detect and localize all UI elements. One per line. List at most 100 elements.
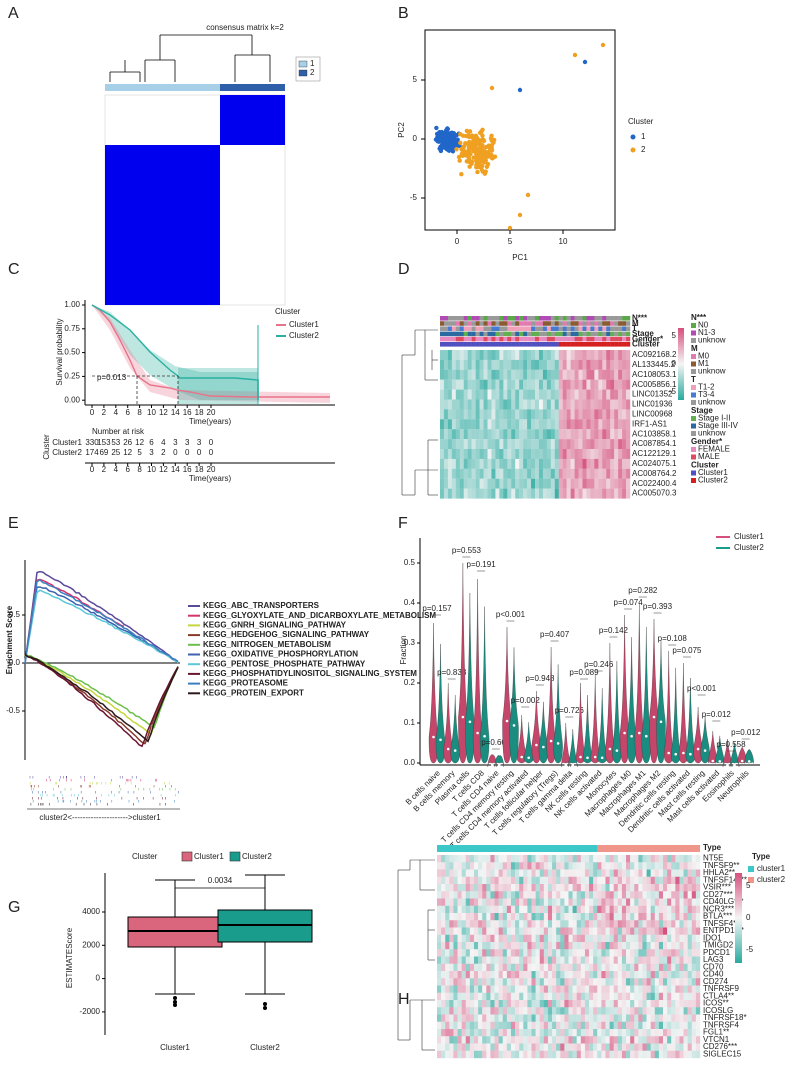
heatmap-cell bbox=[491, 379, 496, 390]
heatmap-cell bbox=[679, 971, 684, 979]
annotation-cell bbox=[598, 326, 603, 331]
heatmap-cell bbox=[543, 1014, 549, 1022]
heatmap-cell bbox=[531, 369, 536, 380]
heatmap-cell bbox=[586, 409, 591, 420]
median-dot bbox=[520, 755, 523, 759]
p-value: p=0.012 bbox=[731, 728, 761, 737]
heatmap-cell bbox=[562, 419, 567, 430]
heatmap-cell bbox=[613, 920, 619, 928]
heatmap-cell bbox=[687, 992, 692, 1001]
heatmap-cell bbox=[675, 869, 680, 877]
gene-label: TNFSF4* bbox=[703, 919, 736, 928]
heatmap-cell bbox=[593, 862, 598, 870]
annotation-cell bbox=[503, 336, 508, 342]
heatmap-cell bbox=[535, 862, 540, 870]
heatmap-cell bbox=[510, 1007, 516, 1015]
heatmap-cell bbox=[609, 855, 614, 863]
heatmap-cell bbox=[683, 1014, 688, 1022]
heatmap-cell bbox=[449, 949, 454, 957]
heatmap-cell bbox=[576, 942, 582, 950]
heatmap-cell bbox=[510, 898, 516, 906]
bracket bbox=[174, 887, 266, 893]
heatmap-cell bbox=[441, 1021, 446, 1030]
heatmap-cell bbox=[490, 985, 495, 993]
annotation-cell bbox=[562, 321, 567, 326]
annotation-cell bbox=[622, 336, 627, 342]
heatmap-cell bbox=[687, 876, 692, 885]
heatmap-cell bbox=[469, 876, 475, 885]
heatmap-cell bbox=[617, 963, 623, 972]
heatmap-cell bbox=[510, 862, 516, 870]
point bbox=[446, 133, 452, 138]
heatmap-cell bbox=[589, 1021, 594, 1030]
heatmap-cell bbox=[539, 934, 545, 943]
heatmap-cell bbox=[675, 992, 680, 1001]
heatmap-cell bbox=[582, 369, 587, 380]
heatmap-cell bbox=[441, 1036, 446, 1044]
heatmap-cell bbox=[499, 449, 504, 459]
heatmap-cell bbox=[467, 379, 472, 390]
heatmap-cell bbox=[695, 891, 701, 899]
heatmap-cell bbox=[602, 389, 607, 400]
heatmap-cell bbox=[578, 468, 583, 479]
heatmap-cell bbox=[445, 1021, 450, 1030]
heatmap-cell bbox=[523, 1043, 528, 1051]
heatmap-cell bbox=[558, 429, 563, 440]
heatmap-cell bbox=[437, 891, 442, 899]
heatmap-cell bbox=[617, 913, 623, 921]
heatmap-cell bbox=[486, 1000, 491, 1008]
heatmap-cell bbox=[473, 942, 479, 950]
heatmap-cell bbox=[630, 891, 635, 899]
plot-frame bbox=[424, 29, 616, 231]
heatmap-cell bbox=[566, 409, 571, 420]
heatmap-cell bbox=[667, 927, 672, 935]
heatmap-cell bbox=[451, 488, 457, 499]
heatmap-cell bbox=[568, 927, 573, 935]
heatmap-cell bbox=[449, 956, 454, 964]
heatmap-cell bbox=[527, 949, 532, 957]
heatmap-cell bbox=[667, 920, 672, 928]
heatmap-cell bbox=[630, 920, 635, 928]
annotation-cell bbox=[610, 336, 615, 342]
heatmap-cell bbox=[455, 399, 460, 410]
heatmap-cell bbox=[451, 409, 457, 420]
heatmap-cell bbox=[498, 891, 503, 899]
heatmap-cell bbox=[441, 876, 446, 885]
heatmap-cell bbox=[473, 985, 479, 993]
heatmap-cell bbox=[568, 1050, 573, 1059]
heatmap-cell bbox=[482, 978, 487, 986]
heatmap-cell bbox=[523, 419, 528, 430]
heatmap-cell bbox=[558, 350, 563, 360]
heatmap-cell bbox=[527, 942, 532, 950]
heatmap-cell bbox=[486, 956, 491, 964]
heatmap-cell bbox=[502, 898, 508, 906]
heatmap-cell bbox=[499, 429, 504, 440]
gene-label: AC024075.1 bbox=[632, 459, 677, 468]
heatmap-cell bbox=[626, 458, 631, 469]
heatmap-cell bbox=[511, 449, 516, 459]
heatmap-cell bbox=[613, 942, 619, 950]
annotation-cell bbox=[558, 321, 563, 326]
heatmap-cell bbox=[495, 458, 500, 469]
heatmap-cell bbox=[646, 1043, 651, 1051]
heatmap-cell bbox=[531, 898, 536, 906]
heatmap-cell bbox=[510, 963, 516, 972]
heatmap-cell bbox=[511, 468, 516, 479]
heatmap-cell bbox=[572, 1014, 577, 1022]
heatmap-cell bbox=[552, 1007, 557, 1015]
heatmap-cell bbox=[572, 1050, 577, 1059]
heatmap-cell bbox=[580, 1050, 586, 1059]
annotation-cell bbox=[527, 331, 532, 337]
heatmap-cell bbox=[576, 862, 582, 870]
gene-label: CD27*** bbox=[703, 890, 733, 899]
heatmap-cell bbox=[457, 985, 462, 993]
heatmap-cell bbox=[535, 985, 540, 993]
heatmap-cell bbox=[642, 949, 647, 957]
heatmap-cell bbox=[440, 409, 445, 420]
heatmap-cell bbox=[535, 963, 540, 972]
heatmap-cell bbox=[527, 884, 532, 892]
heatmap-cell bbox=[499, 359, 504, 370]
heatmap-cell bbox=[589, 884, 594, 892]
violin bbox=[649, 618, 659, 764]
heatmap-cell bbox=[560, 891, 565, 899]
